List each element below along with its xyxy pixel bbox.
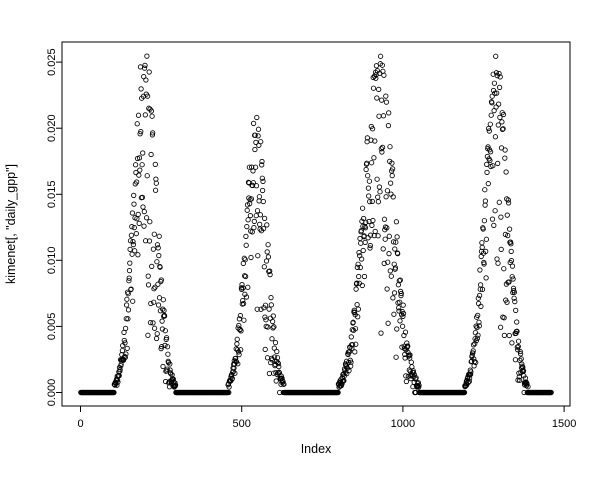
scatter-points	[78, 53, 554, 396]
svg-text:500: 500	[233, 418, 251, 430]
svg-text:0.015: 0.015	[46, 181, 58, 209]
svg-text:0.000: 0.000	[46, 379, 58, 407]
svg-text:0.005: 0.005	[46, 313, 58, 341]
svg-text:1000: 1000	[391, 418, 415, 430]
x-axis-ticks: 0 500 1000 1500	[77, 406, 576, 430]
y-axis-label: kimenet[, "daily_gpp"]	[4, 164, 18, 284]
plot-box	[61, 41, 571, 407]
x-axis-label: Index	[301, 442, 332, 456]
svg-text:0.010: 0.010	[46, 247, 58, 275]
svg-text:1500: 1500	[552, 418, 576, 430]
svg-text:0.020: 0.020	[46, 114, 58, 142]
y-axis-ticks: 0.000 0.005 0.010 0.015 0.020 0.025	[46, 48, 62, 406]
svg-text:0: 0	[77, 418, 83, 430]
svg-text:0.025: 0.025	[46, 48, 58, 76]
